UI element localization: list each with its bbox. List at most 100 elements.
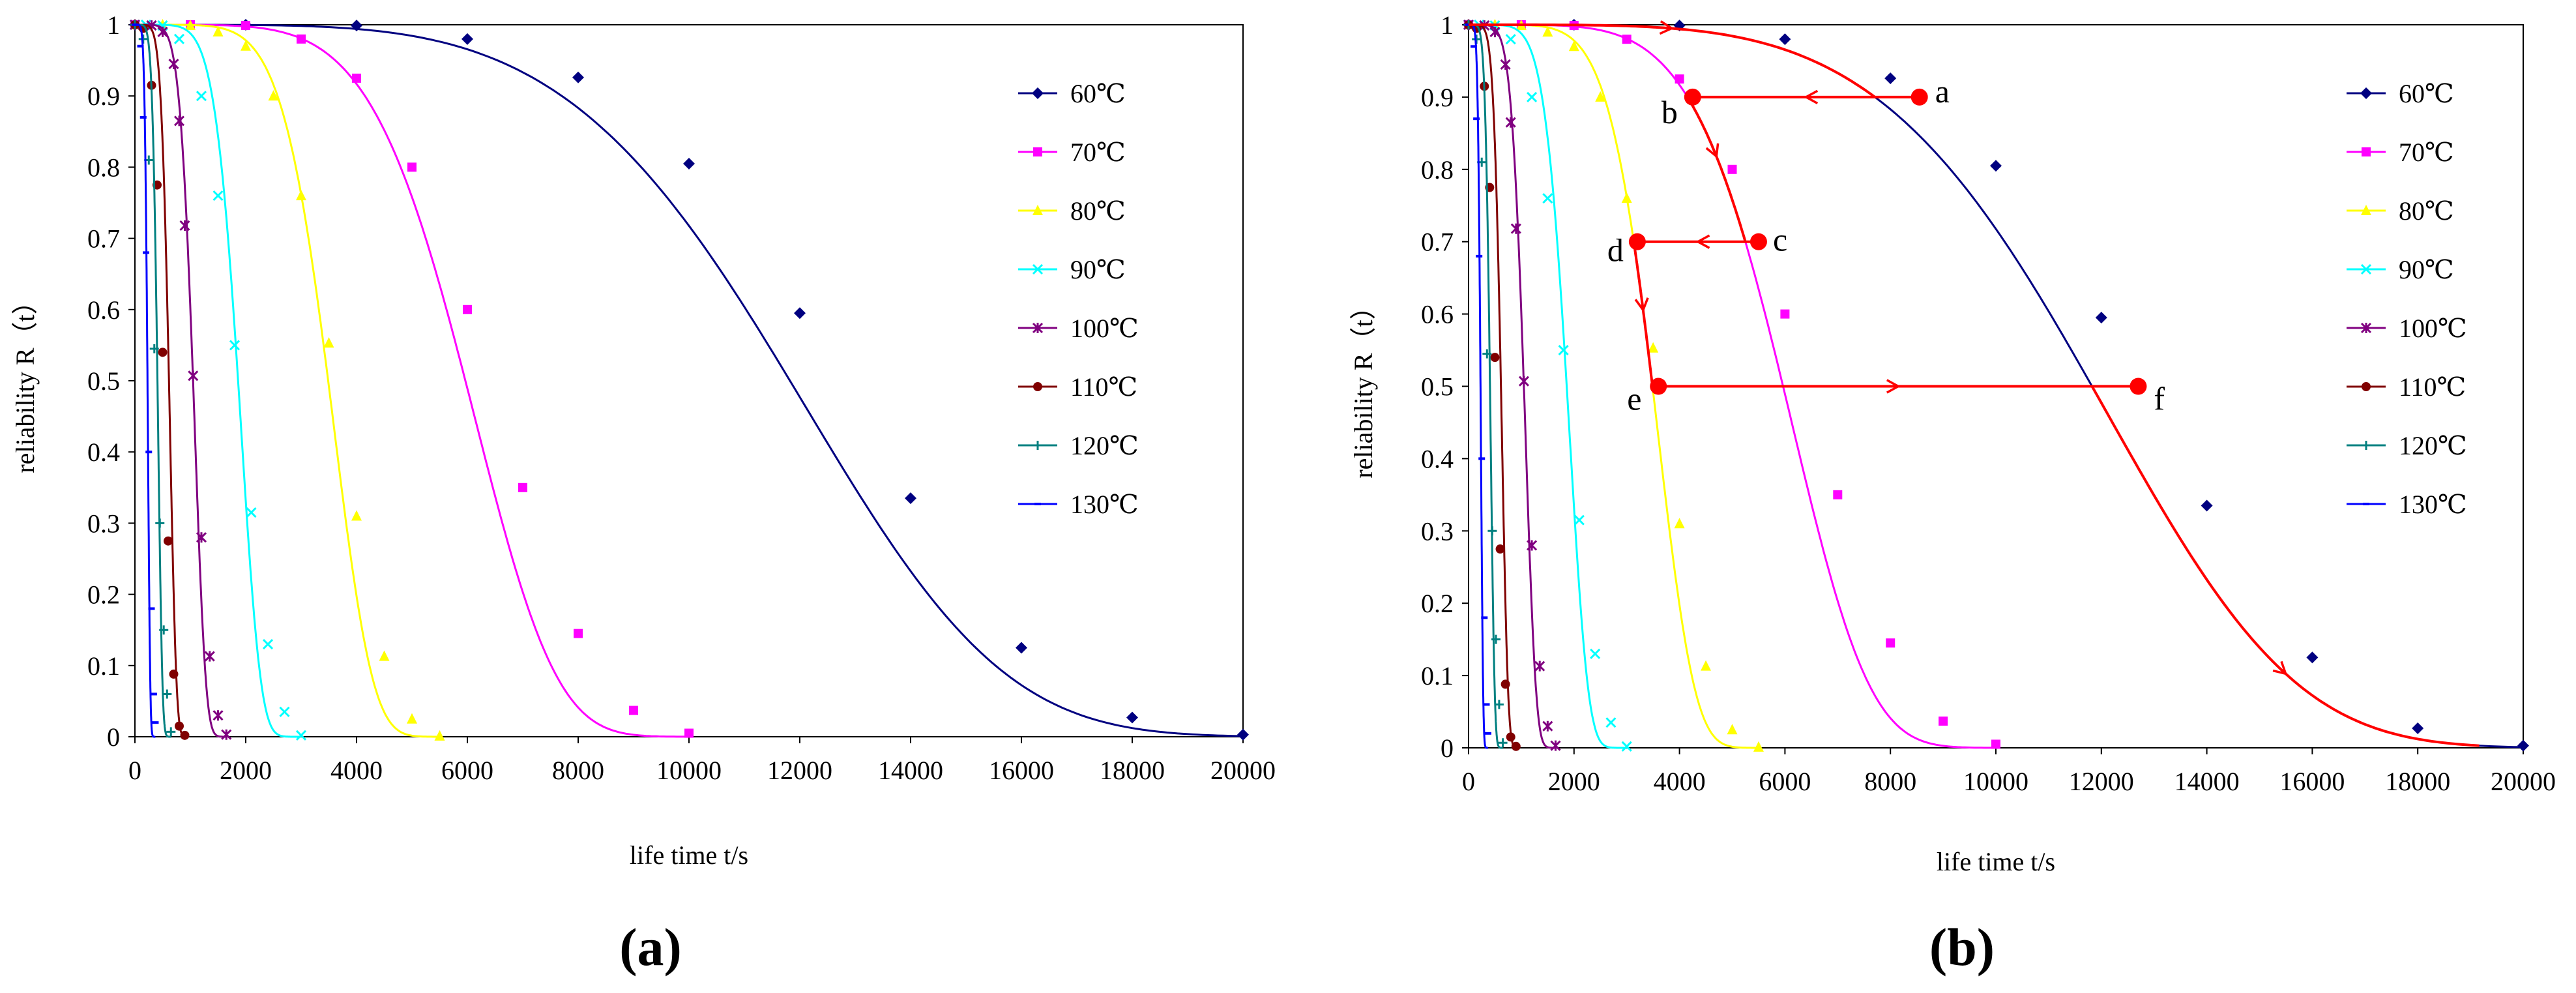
legend-item-130: 130℃	[1018, 490, 1139, 519]
legend: 60℃ 70℃ 80℃ 90℃ 100℃ 110℃ 120℃ 130℃	[1018, 79, 1139, 519]
legend-label: 100℃	[2399, 314, 2467, 343]
legend-swatch-marker	[2362, 441, 2371, 450]
y-tick-label: 0.6	[87, 295, 120, 325]
data-point	[297, 34, 306, 44]
x-tick-label: 18000	[2385, 767, 2450, 796]
data-point	[407, 162, 417, 172]
data-point	[1498, 738, 1508, 748]
legend-swatch-marker	[1033, 382, 1042, 391]
data-point	[434, 730, 445, 741]
data-point	[2412, 722, 2424, 735]
data-point	[169, 669, 179, 679]
path-point-c	[1749, 233, 1767, 250]
y-tick-label: 0.9	[87, 82, 120, 111]
legend-swatch-marker	[2361, 205, 2371, 215]
path-point-label-e: e	[1627, 381, 1641, 417]
data-point	[351, 20, 362, 32]
data-point	[1990, 160, 2002, 172]
legend-item-120: 120℃	[1018, 431, 1139, 460]
legend-swatch-marker	[1032, 205, 1043, 215]
path-segment	[1632, 241, 1654, 387]
legend-swatch-marker	[1034, 503, 1041, 505]
x-tick-label: 16000	[989, 756, 1054, 785]
data-point	[196, 532, 207, 543]
data-point	[1605, 717, 1617, 728]
y-tick-label: 0	[1441, 734, 1454, 763]
data-point	[572, 71, 584, 83]
x-tick-label: 10000	[656, 756, 722, 785]
data-point	[152, 721, 159, 724]
data-point	[2201, 499, 2213, 512]
data-point	[1511, 741, 1521, 751]
data-point	[1481, 616, 1488, 619]
series-70	[130, 20, 694, 738]
data-point	[1483, 703, 1490, 706]
path-direction-arrow	[1659, 20, 1675, 35]
legend-item-120: 120℃	[2347, 431, 2467, 460]
y-tick-label: 0.1	[1421, 661, 1454, 690]
data-point	[352, 73, 361, 83]
series-line	[135, 23, 690, 738]
data-point	[1595, 91, 1606, 102]
legend-label: 80℃	[1070, 196, 1126, 226]
data-point	[1753, 741, 1764, 752]
path-direction-arrow	[1705, 143, 1720, 159]
legend-item-90: 90℃	[2347, 255, 2454, 284]
legend-item-110: 110℃	[2347, 372, 2466, 402]
series-line	[135, 23, 1244, 737]
x-tick-label: 20000	[2491, 767, 2556, 796]
data-point	[794, 307, 806, 319]
data-point	[139, 115, 147, 119]
y-tick-label: 0.7	[87, 224, 120, 254]
data-point	[1505, 117, 1516, 128]
series-line	[135, 23, 440, 738]
y-tick-label: 0.4	[1421, 444, 1454, 473]
x-tick-label: 6000	[441, 756, 493, 785]
data-point	[158, 348, 168, 357]
legend-swatch-marker	[1032, 263, 1044, 275]
data-point	[1476, 254, 1483, 258]
x-tick-label: 6000	[1759, 767, 1811, 796]
legend: 60℃ 70℃ 80℃ 90℃ 100℃ 110℃ 120℃ 130℃	[2347, 79, 2467, 519]
x-tick-label: 12000	[767, 756, 832, 785]
data-point	[463, 304, 472, 314]
x-tick-label: 16000	[2279, 767, 2345, 796]
legend-item-110: 110℃	[1018, 372, 1137, 402]
path-direction-arrow	[1886, 379, 1901, 394]
path-point-a	[1910, 88, 1928, 106]
data-point	[173, 115, 185, 126]
legend-swatch-marker	[1032, 322, 1044, 334]
x-tick-label: 4000	[330, 756, 383, 785]
y-tick-label: 0.5	[87, 366, 120, 396]
data-point	[149, 344, 159, 353]
data-point	[1991, 739, 2000, 749]
legend-item-90: 90℃	[1018, 255, 1126, 284]
data-point	[1500, 59, 1511, 70]
data-point	[1674, 518, 1685, 529]
data-point	[2095, 312, 2107, 324]
x-tick-label: 20000	[1210, 756, 1276, 785]
legend-item-60: 60℃	[2347, 79, 2454, 108]
y-tick-label: 0.3	[87, 509, 120, 538]
y-tick-label: 0.2	[1421, 589, 1454, 618]
data-point	[145, 451, 153, 454]
data-point	[1622, 35, 1632, 44]
path-direction-arrow	[1634, 297, 1649, 313]
x-tick-label: 0	[1462, 767, 1475, 796]
data-point	[162, 689, 172, 699]
data-point	[1621, 192, 1632, 203]
legend-label: 120℃	[2399, 431, 2467, 460]
data-point	[166, 727, 176, 737]
data-point	[1550, 740, 1561, 751]
legend-label: 100℃	[1070, 314, 1139, 343]
data-point	[185, 20, 196, 31]
data-point	[323, 337, 334, 348]
data-point	[221, 729, 232, 740]
legend-label: 70℃	[2399, 138, 2454, 167]
legend-item-60: 60℃	[1018, 79, 1126, 108]
data-point	[188, 370, 199, 381]
data-point	[1490, 353, 1500, 363]
y-tick-label: 0	[107, 722, 120, 752]
path-point-b	[1684, 88, 1701, 106]
